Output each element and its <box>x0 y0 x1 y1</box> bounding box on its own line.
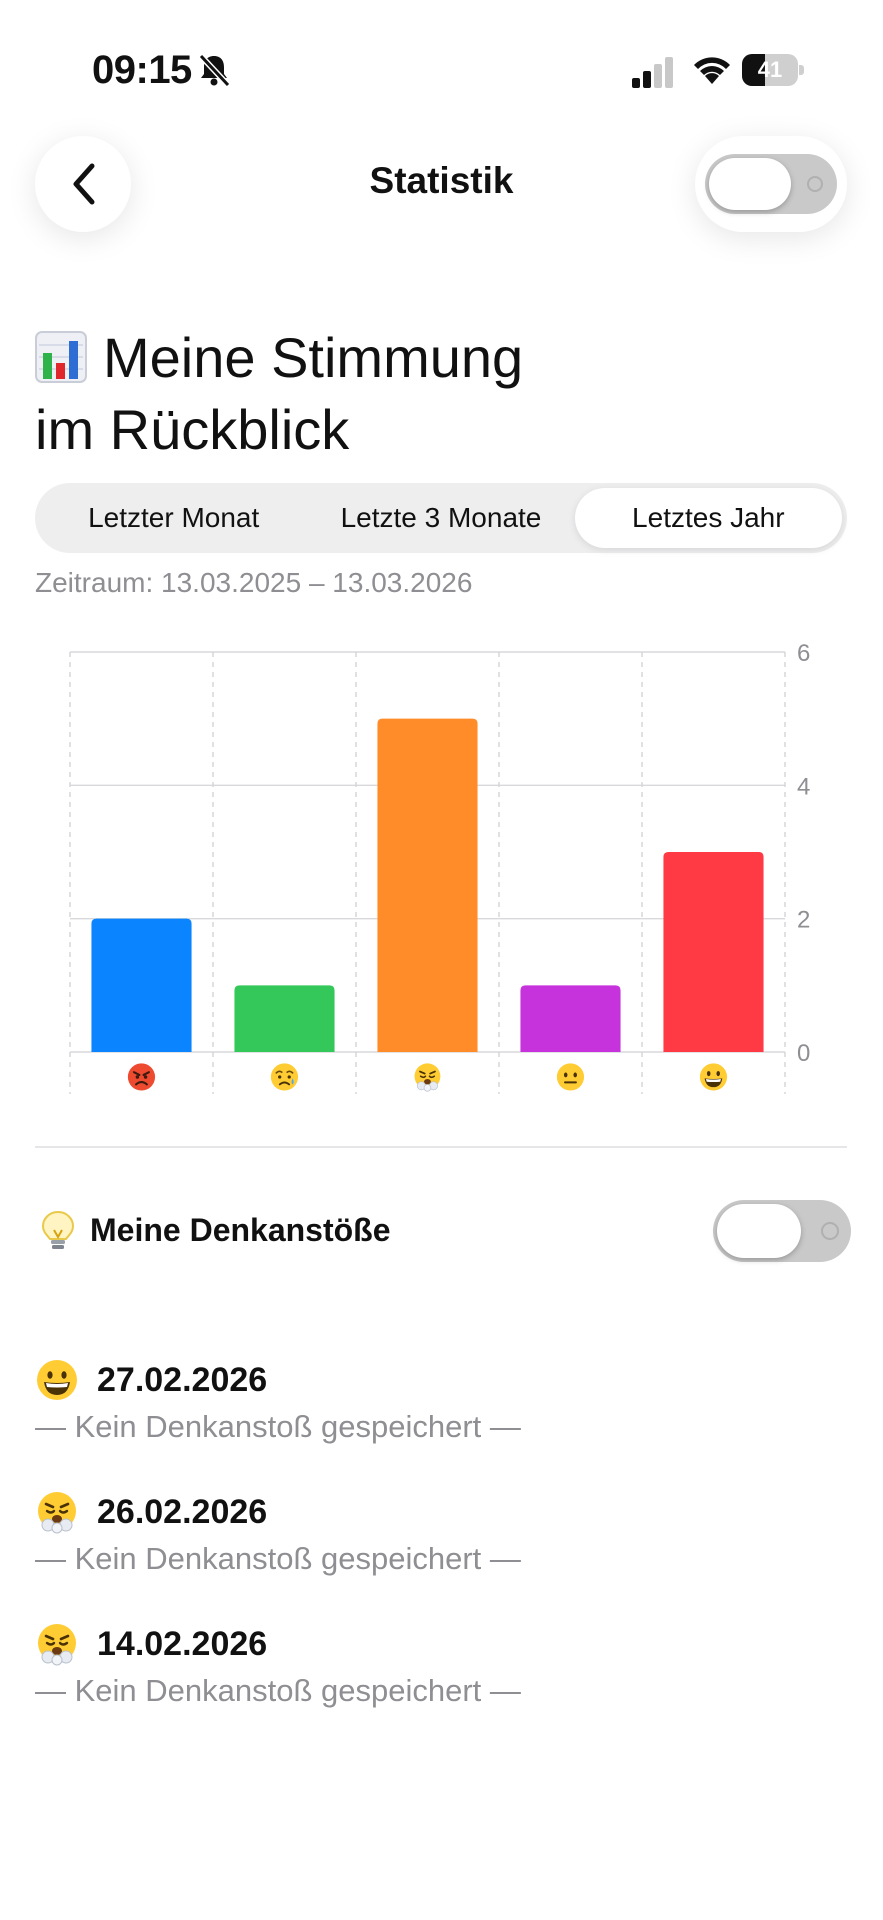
bar-chart-icon <box>35 331 87 383</box>
back-button[interactable] <box>35 136 131 232</box>
segment-last-year[interactable]: Letztes Jahr <box>574 488 842 548</box>
entry-note: — Kein Denkanstoß gespeichert — <box>35 1409 521 1444</box>
huffing-face-icon <box>414 1063 441 1092</box>
headline-line-2: im Rückblick <box>35 398 350 461</box>
status-time: 09:15 <box>92 48 192 92</box>
bar-huffing <box>377 718 478 1052</box>
segment-last-3-months[interactable]: Letzte 3 Monate <box>340 502 542 533</box>
status-bar: 09:15 41 <box>0 0 883 120</box>
y-tick-label: 2 <box>797 907 810 934</box>
wifi-icon <box>694 57 730 84</box>
bell-slash-icon <box>198 53 231 88</box>
headline-line-1: Meine Stimmung <box>103 326 524 389</box>
thoughts-list: 27.02.2026 — Kein Denkanstoß gespeichert… <box>35 1355 847 1751</box>
period-range-label: Zeitraum: 13.03.2025 – 13.03.2026 <box>35 567 473 598</box>
lightbulb-icon <box>41 1210 75 1249</box>
page-title: Statistik <box>369 160 514 201</box>
chevron-left-icon <box>73 163 95 205</box>
entry-date: 26.02.2026 <box>97 1492 268 1531</box>
entry-date: 27.02.2026 <box>97 1360 268 1399</box>
list-item[interactable]: 14.02.2026 — Kein Denkanstoß gespeichert… <box>35 1619 847 1751</box>
angry-face-icon <box>127 1063 156 1091</box>
header-toggle[interactable] <box>705 154 837 214</box>
mood-bar-chart: 0 2 4 6 <box>69 640 810 1094</box>
bar-grinning <box>663 852 764 1052</box>
header-toggle-container <box>695 136 847 232</box>
page-headline: Meine Stimmung im Rückblick <box>35 322 835 466</box>
list-item[interactable]: 26.02.2026 — Kein Denkanstoß gespeichert… <box>35 1487 847 1619</box>
entry-note: — Kein Denkanstoß gespeichert — <box>35 1673 521 1708</box>
segment-last-month[interactable]: Letzter Monat <box>88 502 260 533</box>
y-tick-label: 4 <box>797 773 810 800</box>
list-item[interactable]: 27.02.2026 — Kein Denkanstoß gespeichert… <box>35 1355 847 1487</box>
grinning-face-icon <box>37 1360 77 1400</box>
section-title: Meine Denkanstöße <box>90 1212 391 1248</box>
huffing-face-icon <box>38 1624 76 1666</box>
section-divider <box>35 1146 847 1148</box>
toggle-knob <box>717 1204 801 1258</box>
y-tick-label: 0 <box>797 1040 810 1067</box>
bar-neutral <box>520 985 621 1052</box>
battery-percent: 41 <box>757 57 783 82</box>
huffing-face-icon <box>38 1492 76 1534</box>
toggle-off-indicator-icon <box>807 176 823 192</box>
thoughts-toggle[interactable] <box>713 1200 851 1262</box>
entry-date: 14.02.2026 <box>97 1624 268 1663</box>
battery-indicator: 41 <box>742 54 804 86</box>
period-segmented-control: Letzter Monat Letzte 3 Monate Letztes Ja… <box>35 483 847 553</box>
cellular-signal-icon <box>632 57 673 88</box>
y-tick-label: 6 <box>797 640 810 667</box>
bar-angry <box>91 918 192 1052</box>
bar-sad-sweat <box>234 985 335 1052</box>
entry-note: — Kein Denkanstoß gespeichert — <box>35 1541 521 1576</box>
sad-sweat-face-icon <box>270 1063 299 1091</box>
grinning-face-icon <box>699 1063 728 1091</box>
toggle-off-indicator-icon <box>821 1222 839 1240</box>
neutral-face-icon <box>556 1063 585 1091</box>
toggle-knob <box>709 158 791 210</box>
